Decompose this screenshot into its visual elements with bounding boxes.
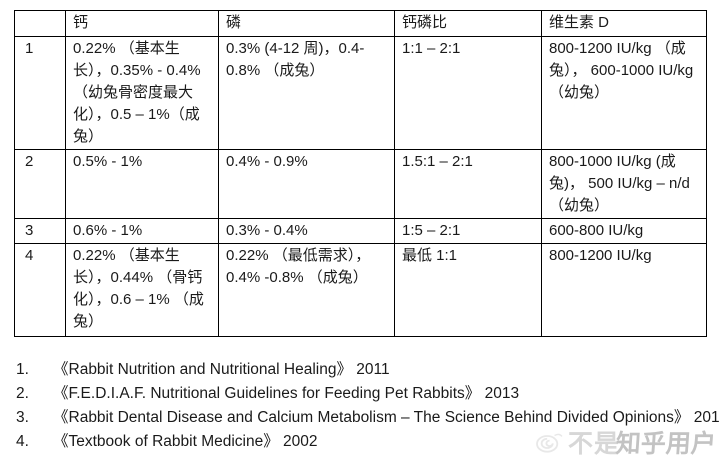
table-row: 4 0.22% （基本生长），0.44% （骨钙化），0.6 – 1% （成兔）… [14,243,707,337]
header-cell-empty [14,10,66,37]
calcium-cell: 0.6% - 1% [65,218,219,244]
ratio-cell: 1.5:1 – 2:1 [394,149,542,219]
calcium-cell: 0.22% （基本生长），0.44% （骨钙化），0.6 – 1% （成兔） [65,243,219,337]
reference-item: 1. 《Rabbit Nutrition and Nutritional Hea… [16,358,716,382]
row-number-cell: 3 [14,218,66,244]
ratio-cell: 1:5 – 2:1 [394,218,542,244]
vitamin-d-cell: 800-1200 IU/kg （成兔）， 600-1000 IU/kg （幼兔） [541,36,707,150]
phosphorus-cell: 0.22% （最低需求）， 0.4% -0.8% （成兔） [218,243,395,337]
reference-list: 1. 《Rabbit Nutrition and Nutritional Hea… [16,358,720,454]
vitamin-d-cell: 600-800 IU/kg [541,218,707,244]
row-number-cell: 1 [14,36,66,150]
ratio-cell: 1:1 – 2:1 [394,36,542,150]
reference-number: 1. [16,361,29,378]
reference-number: 3. [16,409,29,426]
row-number-cell: 2 [14,149,66,219]
reference-title: 《Rabbit Nutrition and Nutritional Healin… [53,361,390,378]
reference-title: 《F.E.D.I.A.F. Nutritional Guidelines for… [53,385,520,402]
table-row: 3 0.6% - 1% 0.3% - 0.4% 1:5 – 2:1 600-80… [14,218,707,244]
header-cell-calcium: 钙 [65,10,219,37]
header-cell-ca-p-ratio: 钙磷比 [394,10,542,37]
reference-item: 2. 《F.E.D.I.A.F. Nutritional Guidelines … [16,382,716,406]
nutrition-table-container: 钙 磷 钙磷比 维生素 D 1 0.22% （基本生长），0.35% - 0.4… [14,10,707,337]
phosphorus-cell: 0.4% - 0.9% [218,149,395,219]
reference-title: 《Rabbit Dental Disease and Calcium Metab… [53,409,720,426]
rabbit-nutrition-table: 钙 磷 钙磷比 维生素 D 1 0.22% （基本生长），0.35% - 0.4… [14,10,707,337]
header-cell-vitamin-d: 维生素 D [541,10,707,37]
table-row: 1 0.22% （基本生长），0.35% - 0.4% （幼兔骨密度最大化），0… [14,36,707,150]
reference-title: 《Textbook of Rabbit Medicine》 2002 [53,433,318,450]
reference-number: 2. [16,385,29,402]
phosphorus-cell: 0.3% (4-12 周)，0.4-0.8% （成兔） [218,36,395,150]
table-row: 2 0.5% - 1% 0.4% - 0.9% 1.5:1 – 2:1 800-… [14,149,707,219]
calcium-cell: 0.22% （基本生长），0.35% - 0.4% （幼兔骨密度最大化），0.5… [65,36,219,150]
header-cell-phosphorus: 磷 [218,10,395,37]
reference-number: 4. [16,433,29,450]
vitamin-d-cell: 800-1000 IU/kg (成兔)， 500 IU/kg – n/d （幼兔… [541,149,707,219]
vitamin-d-cell: 800-1200 IU/kg [541,243,707,337]
row-number-cell: 4 [14,243,66,337]
phosphorus-cell: 0.3% - 0.4% [218,218,395,244]
ratio-cell: 最低 1:1 [394,243,542,337]
table-header-row: 钙 磷 钙磷比 维生素 D [14,10,707,37]
reference-item: 4. 《Textbook of Rabbit Medicine》 2002 [16,430,716,454]
reference-item: 3. 《Rabbit Dental Disease and Calcium Me… [16,406,720,430]
calcium-cell: 0.5% - 1% [65,149,219,219]
